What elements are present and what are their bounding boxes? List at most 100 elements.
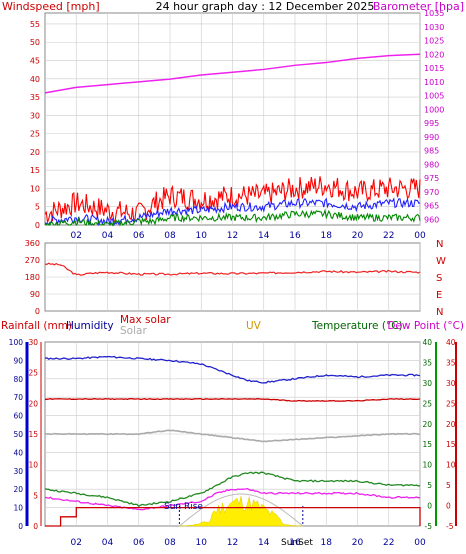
tick-label: 975 bbox=[424, 174, 439, 183]
series-max-solar bbox=[45, 398, 421, 402]
tick-label: 22 bbox=[383, 231, 394, 241]
dew-tick: -5 bbox=[446, 522, 454, 531]
tick-label: 1005 bbox=[424, 92, 444, 101]
temp-tick: 35 bbox=[422, 358, 432, 367]
dew-tick: 0 bbox=[446, 502, 451, 511]
humidity-tick: 50 bbox=[13, 430, 23, 439]
tick-label: 12 bbox=[227, 538, 238, 548]
temp-tick: 40 bbox=[422, 338, 432, 347]
temp-tick: 25 bbox=[422, 399, 432, 408]
tick-label: 965 bbox=[424, 202, 439, 211]
compass-label: E bbox=[436, 290, 442, 301]
humidity-tick: 100 bbox=[9, 338, 24, 347]
dew-point-label: Dew Point (°C) bbox=[387, 320, 464, 332]
direction-axis-ticks: 0 90 180 270 360 bbox=[25, 239, 40, 316]
max-solar-arc bbox=[179, 493, 304, 527]
grid bbox=[45, 243, 421, 311]
tick-label: 16 bbox=[289, 231, 301, 241]
tick-label: 40 bbox=[30, 75, 40, 84]
humidity-tick: 20 bbox=[13, 485, 23, 494]
tick-label: 30 bbox=[30, 111, 40, 120]
tick-label: 22 bbox=[383, 538, 394, 548]
compass-label: W bbox=[436, 256, 446, 267]
barometer-axis-ticks: 960 965 970 975 980 985 990 995 1000 1005 1010 1015… bbox=[424, 9, 444, 224]
rainfall-label: Rainfall (mm) bbox=[1, 320, 72, 332]
tick-label: 0 bbox=[35, 221, 40, 230]
rain-tick: 20 bbox=[28, 399, 38, 408]
tick-label: 985 bbox=[424, 147, 439, 156]
sunrise-label: Sun Rise bbox=[164, 502, 203, 512]
humidity-tick: 60 bbox=[13, 412, 23, 421]
tick-label: 1015 bbox=[424, 64, 444, 73]
humidity-tick: 70 bbox=[13, 393, 23, 402]
max-solar-label: Max solar bbox=[120, 314, 171, 326]
temperature-label: Temperature (°C) bbox=[311, 320, 403, 332]
dew-tick: 40 bbox=[446, 338, 456, 347]
tick-label: 20 bbox=[352, 538, 364, 548]
compass-label: N bbox=[436, 239, 443, 250]
dew-tick: 5 bbox=[446, 481, 451, 490]
tick-label: 15 bbox=[30, 166, 40, 175]
uv-label: UV bbox=[246, 320, 262, 332]
tick-label: 1030 bbox=[424, 23, 444, 32]
tick-label: 08 bbox=[164, 538, 176, 548]
tick-label: 06 bbox=[133, 538, 145, 548]
series-dew-point bbox=[44, 487, 420, 511]
tick-label: 04 bbox=[102, 231, 114, 241]
tick-label: 20 bbox=[30, 148, 40, 157]
tick-label: 980 bbox=[424, 160, 439, 169]
tick-label: 16 bbox=[289, 538, 301, 548]
series bbox=[44, 53, 421, 227]
humidity-tick: 80 bbox=[13, 375, 23, 384]
humidity-tick: 40 bbox=[13, 448, 23, 457]
tick-label: 10 bbox=[30, 184, 40, 193]
tick-label: 270 bbox=[25, 256, 40, 265]
humidity-tick: 30 bbox=[13, 467, 23, 476]
dew-tick: 10 bbox=[446, 461, 456, 470]
tick-label: 14 bbox=[258, 538, 270, 548]
series bbox=[44, 355, 421, 527]
humidity-tick: 90 bbox=[13, 356, 23, 365]
series-barometer bbox=[44, 53, 421, 94]
graph-title: 24 hour graph day : 12 December 2025 bbox=[156, 0, 375, 13]
temp-tick: 10 bbox=[422, 461, 432, 470]
tick-label: 04 bbox=[102, 538, 114, 548]
temp-tick: -5 bbox=[425, 522, 433, 531]
tick-label: 1020 bbox=[424, 50, 444, 59]
humidity-rain-axes: 0 10 20 30 40 50 60 70 80 90 100 0 5 10 15 20 25 30 bbox=[9, 338, 42, 531]
series-temperature bbox=[44, 471, 420, 508]
humidity-tick: 10 bbox=[13, 504, 23, 513]
tick-label: 08 bbox=[164, 231, 176, 241]
temp-tick: 15 bbox=[422, 440, 432, 449]
tick-label: 5 bbox=[35, 203, 40, 212]
rain-tick: 5 bbox=[33, 491, 38, 500]
rain-tick: 10 bbox=[28, 461, 38, 470]
tick-label: 25 bbox=[30, 130, 40, 139]
sun-area bbox=[178, 493, 304, 527]
series-rainfall bbox=[45, 506, 421, 527]
tick-label: 180 bbox=[25, 273, 40, 282]
time-axis-ticks: 02 04 06 08 10 12 14 16 18 20 22 00 bbox=[71, 231, 426, 241]
tick-label: 35 bbox=[30, 93, 40, 102]
rain-tick: 15 bbox=[28, 430, 38, 439]
tick-label: 20 bbox=[352, 231, 364, 241]
tick-label: 10 bbox=[196, 538, 208, 548]
compass-label: N bbox=[436, 307, 443, 318]
tick-label: 18 bbox=[321, 231, 333, 241]
temp-tick: 20 bbox=[422, 420, 432, 429]
tick-label: 00 bbox=[414, 538, 426, 548]
tick-label: 1025 bbox=[424, 37, 444, 46]
tick-label: 1035 bbox=[424, 9, 444, 18]
tick-label: 970 bbox=[424, 188, 439, 197]
tick-label: 90 bbox=[30, 290, 40, 299]
tick-label: 18 bbox=[321, 538, 333, 548]
tick-label: 0 bbox=[35, 307, 40, 316]
tick-label: 995 bbox=[424, 119, 439, 128]
wind-axis-ticks: 0 5 10 15 20 25 30 35 40 45 50 55 bbox=[30, 20, 40, 230]
series-gust bbox=[44, 208, 421, 227]
